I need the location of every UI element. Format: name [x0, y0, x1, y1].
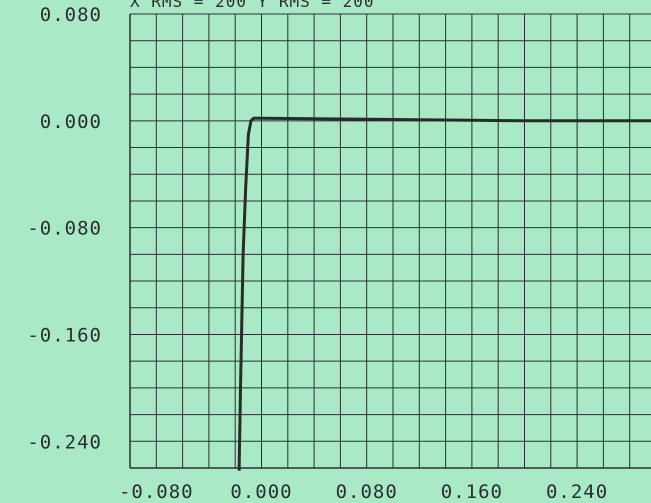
y-tick-label: 0.080 — [40, 4, 102, 26]
grid — [129, 13, 651, 469]
y-tick-label: -0.160 — [27, 324, 102, 346]
x-tick-label: 0.080 — [336, 481, 398, 503]
x-axis-ticks: -0.080 0.000 0.080 0.160 0.240 — [119, 481, 608, 503]
y-tick-label: 0.000 — [40, 111, 102, 133]
series-line — [237, 116, 651, 471]
x-tick-label: 0.240 — [546, 481, 608, 503]
x-tick-label: 0.000 — [230, 481, 292, 503]
series-layer — [237, 116, 651, 471]
chart-title: X RMS = 200 Y RMS = 200 — [130, 0, 375, 11]
y-tick-label: -0.240 — [27, 431, 102, 453]
x-tick-label: 0.160 — [441, 481, 503, 503]
y-tick-label: -0.080 — [27, 218, 102, 240]
y-axis-ticks: 0.080 0.000 -0.080 -0.160 -0.240 — [27, 4, 102, 453]
x-tick-label: -0.080 — [119, 481, 194, 503]
